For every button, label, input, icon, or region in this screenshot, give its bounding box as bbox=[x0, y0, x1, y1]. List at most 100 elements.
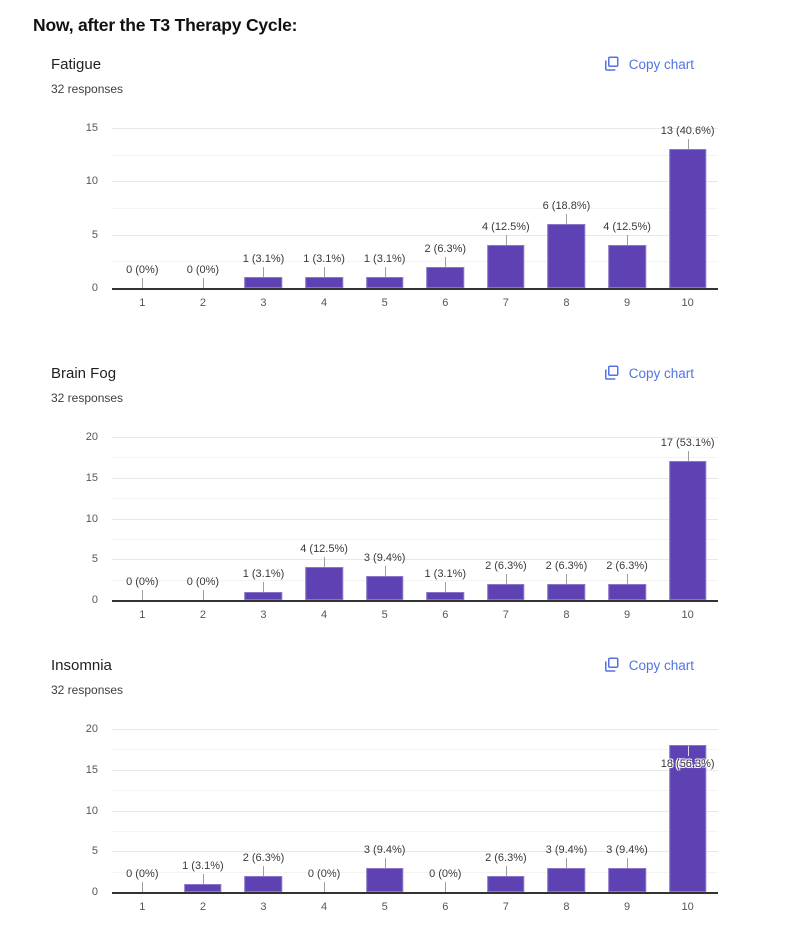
gridline-minor bbox=[112, 790, 718, 792]
bar-group: 18 (56.3%) bbox=[657, 729, 718, 892]
gridline bbox=[112, 851, 718, 853]
bar-value-label: 3 (9.4%) bbox=[545, 843, 588, 856]
bar-group: 1 (3.1%) bbox=[294, 128, 355, 288]
response-count: 32 responses bbox=[51, 683, 124, 697]
x-tick-label: 10 bbox=[681, 609, 694, 621]
bar-value-label: 3 (9.4%) bbox=[606, 843, 648, 856]
x-tick-label: 9 bbox=[623, 901, 631, 913]
gridline bbox=[112, 729, 718, 730]
response-count: 32 responses bbox=[51, 82, 124, 96]
bar-group: 13 (40.6%) bbox=[657, 125, 718, 288]
section-header: Insomnia 32 responses Copy chart bbox=[51, 656, 698, 698]
label-connector bbox=[445, 581, 447, 592]
bar bbox=[487, 875, 525, 892]
bar-group: 1 (3.1%) bbox=[173, 729, 234, 892]
bar-value-label: 1 (3.1%) bbox=[242, 567, 285, 580]
bar-value-label: 2 (6.3%) bbox=[424, 242, 467, 255]
bar-chart: 0 5 10 15 20 0 (0%) 0 (0%) 1 (3.1%) 4 (12.5%) 3 … bbox=[64, 431, 718, 621]
label-connector bbox=[627, 573, 629, 584]
label-connector bbox=[687, 451, 689, 462]
bar-value-label: 1 (3.1%) bbox=[363, 253, 406, 266]
bar bbox=[608, 245, 646, 288]
x-tick-label: 9 bbox=[623, 609, 631, 621]
bar-value-label: 4 (12.5%) bbox=[482, 221, 530, 234]
x-tick-label: 3 bbox=[260, 609, 267, 621]
plot-area: 0 (0%) 0 (0%) 1 (3.1%) 1 (3.1%) 1 (3.1%) 2 (6… bbox=[112, 125, 718, 290]
gridline bbox=[112, 437, 718, 438]
bar-group: 0 (0%) bbox=[112, 437, 173, 600]
bars: 0 (0%) 0 (0%) 1 (3.1%) 1 (3.1%) 1 (3.1%) 2 (6… bbox=[112, 125, 718, 288]
gridline bbox=[112, 234, 718, 236]
copy-chart-button[interactable]: Copy chart bbox=[598, 654, 698, 676]
gridline-minor bbox=[112, 261, 718, 263]
bar-group: 2 (6.3%) bbox=[476, 437, 537, 600]
label-connector bbox=[566, 573, 568, 584]
x-tick-label: 10 bbox=[681, 901, 694, 913]
label-connector bbox=[384, 857, 386, 868]
bar-value-label: 0 (0%) bbox=[429, 868, 462, 880]
label-connector bbox=[687, 139, 689, 150]
label-connector bbox=[445, 882, 447, 892]
bar-group: 3 (9.4%) bbox=[354, 437, 415, 600]
x-tick-label: 1 bbox=[139, 609, 146, 621]
section-brain-fog: Brain Fog 32 responses Copy chart 0 5 10 15… bbox=[51, 364, 718, 621]
gridline bbox=[112, 477, 718, 479]
section-insomnia: Insomnia 32 responses Copy chart 0 5 10 15 2… bbox=[51, 656, 718, 913]
bar-group: 0 (0%) bbox=[112, 729, 173, 892]
bar bbox=[426, 591, 465, 600]
label-connector bbox=[505, 865, 507, 876]
bar-value-label: 1 (3.1%) bbox=[303, 253, 345, 266]
label-connector bbox=[142, 882, 144, 892]
bar-value-label: 4 (12.5%) bbox=[300, 543, 348, 556]
y-axis: 0 5 10 15 20 bbox=[64, 431, 112, 606]
label-connector bbox=[263, 581, 265, 592]
x-tick-label: 2 bbox=[199, 297, 206, 309]
bar-value-label: 3 (9.4%) bbox=[363, 843, 406, 856]
bar-value-label: 3 (9.4%) bbox=[363, 551, 406, 564]
x-tick-label: 3 bbox=[260, 297, 267, 309]
bar-group: 4 (12.5%) bbox=[597, 128, 658, 288]
copy-chart-button[interactable]: Copy chart bbox=[598, 362, 698, 384]
x-tick-label: 6 bbox=[442, 609, 449, 621]
bar-value-label: 0 (0%) bbox=[186, 264, 220, 276]
bar-group: 6 (18.8%) bbox=[536, 128, 597, 288]
bar-value-label: 4 (12.5%) bbox=[603, 221, 651, 234]
y-tick-label: 0 bbox=[91, 886, 98, 898]
x-tick-label: 1 bbox=[139, 901, 146, 913]
section-header: Brain Fog 32 responses Copy chart bbox=[51, 364, 698, 406]
y-tick-label: 15 bbox=[85, 763, 98, 776]
bar-group: 4 (12.5%) bbox=[294, 437, 355, 600]
label-connector bbox=[324, 882, 326, 892]
bar bbox=[244, 591, 283, 600]
bar bbox=[365, 277, 404, 288]
bar-group: 2 (6.3%) bbox=[536, 437, 597, 600]
bar-group: 0 (0%) bbox=[294, 729, 355, 892]
copy-icon bbox=[602, 55, 620, 73]
question-title: Fatigue bbox=[51, 56, 102, 73]
bar bbox=[608, 583, 646, 600]
section-fatigue: Fatigue 32 responses Copy chart 0 5 10 15 0… bbox=[51, 53, 718, 309]
x-tick-label: 10 bbox=[681, 297, 694, 309]
gridline-minor bbox=[112, 498, 718, 500]
bar-group: 3 (9.4%) bbox=[536, 729, 597, 892]
bar bbox=[547, 224, 586, 288]
bar-group: 3 (9.4%) bbox=[597, 729, 658, 892]
bar-value-label: 2 (6.3%) bbox=[545, 559, 588, 572]
bar-group: 1 (3.1%) bbox=[415, 437, 476, 600]
bar-value-label: 0 (0%) bbox=[126, 264, 159, 276]
y-tick-label: 15 bbox=[85, 122, 98, 134]
copy-chart-button[interactable]: Copy chart bbox=[598, 53, 698, 75]
bar-group: 2 (6.3%) bbox=[476, 729, 537, 892]
y-axis: 0 5 10 15 20 bbox=[64, 723, 112, 898]
bar bbox=[547, 867, 586, 892]
bar bbox=[668, 149, 707, 288]
gridline-minor bbox=[112, 457, 718, 459]
label-connector bbox=[142, 278, 144, 288]
bar bbox=[608, 867, 646, 892]
copy-chart-label: Copy chart bbox=[628, 365, 694, 381]
bars: 0 (0%) 0 (0%) 1 (3.1%) 4 (12.5%) 3 (9.4%) 1 (… bbox=[112, 437, 718, 600]
x-tick-label: 7 bbox=[502, 609, 509, 621]
bar bbox=[305, 567, 343, 600]
gridline-minor bbox=[112, 154, 718, 156]
x-tick-label: 4 bbox=[321, 901, 328, 913]
